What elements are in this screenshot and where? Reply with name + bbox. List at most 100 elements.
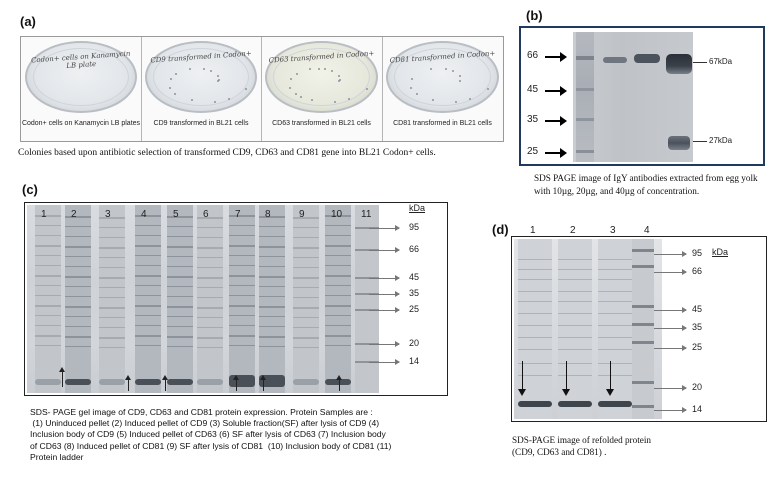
colony-dot [217,80,220,83]
gel-band [558,337,592,338]
pointer-arrow [518,361,526,396]
marker-arrow [369,359,400,365]
gel-band [632,381,654,384]
colony-dot [244,88,247,91]
gel-band [229,305,255,307]
gel-band [35,235,61,236]
marker-label: 66 [692,266,703,276]
gel-band [65,316,91,317]
plate-label: CD63 transformed in BL21 cells [272,120,371,127]
gel-band [325,315,351,316]
gel-band [229,285,255,286]
gel-band [229,265,255,266]
colony-dot [444,68,447,71]
gel-band [99,307,125,309]
gel-band [293,237,319,238]
gel-band [135,325,161,326]
gel-band [229,255,255,256]
band-label: 27kDa [709,136,733,145]
gel-band [35,295,61,296]
gel-band [197,317,223,318]
gel-band [598,301,632,302]
caption-line: SDS- PAGE gel image of CD9, CD63 and CD8… [30,407,373,417]
colony-dot [294,92,297,95]
panel-b-caption: SDS PAGE image of IgY antibodies extract… [534,173,758,196]
gel-band [65,346,91,347]
gel-band [197,307,223,309]
gel-band [65,236,91,237]
colony-dot [203,68,206,71]
gel-band [293,257,319,258]
ladder-arrow [545,148,567,158]
plate-cell: CD63 transformed in Codon+ CD63 transfor… [261,37,383,141]
gel-band [259,266,285,267]
gel-band [598,363,632,364]
caption-line: (CD9, CD63 and CD81) . [512,447,607,457]
colony-dot [213,100,216,103]
gel-band [632,323,654,326]
panel-d-frame: 1 2 3 4 kDa 95 66 45 35 25 20 14 [511,225,767,422]
gel-band [325,305,351,307]
marker-label: 66 [409,244,420,254]
colony-dot [323,68,326,71]
marker-arrow [654,307,687,313]
gel-band [167,226,193,227]
band-label: 67kDa [709,57,733,66]
colony-dot [451,70,454,73]
gel-lane [197,205,223,393]
lane-number: 2 [71,209,77,220]
caption-line: of CD63 (8) Induced pellet of CD81 (9) S… [30,440,392,451]
gel-lane [35,205,61,393]
ladder-label: 66 [527,50,539,61]
gel-band [167,346,193,347]
gel-band [229,295,255,296]
gel-band [325,245,351,247]
gel-band [135,215,161,217]
gel-band [167,336,193,338]
gel-band [65,276,91,278]
colony-dot [365,88,368,91]
gel-band [325,325,351,326]
caption-line: Protein ladder [30,451,84,462]
gel-band [355,361,379,363]
gel-band [99,267,125,268]
gel-band [518,301,552,302]
gel-band [325,275,351,277]
plate-cell: CD9 transformed in Codon+ CD9 transforme… [141,37,262,141]
gel-band [99,297,125,298]
gel-band [65,296,91,297]
gel-band [229,215,255,217]
gel-lane [229,205,255,393]
gel-band [293,307,319,309]
gel-band [197,347,223,348]
gel-band [293,297,319,298]
gel-band [518,363,552,364]
gel-band [259,316,285,317]
gel-band [135,275,161,277]
gel-band [99,257,125,258]
gel-band [197,237,223,238]
colony-dot [175,72,178,75]
marker-label: 45 [409,272,420,282]
colony-dot [486,88,489,91]
marker-label: 14 [692,404,703,414]
colony-dot [311,99,314,102]
lane-number: 8 [265,209,271,220]
colony-dot [348,97,351,100]
gel-band [65,226,91,227]
lane-number: 9 [299,209,305,220]
pointer-arrow [233,375,239,391]
plate-label: CD9 transformed in BL21 cells [153,120,249,127]
gel-band [558,301,592,302]
panel-c-letter: (c) [22,182,38,197]
gel-lane [598,239,632,419]
panel-a-letter: (a) [20,14,36,29]
gel-band [167,316,193,317]
gel-band [99,277,125,279]
lane-number: 3 [105,209,111,220]
gel-band [135,315,161,316]
gel-band [325,255,351,256]
gel-lane [293,205,319,393]
gel-band [355,309,379,311]
marker-arrow [369,307,400,313]
